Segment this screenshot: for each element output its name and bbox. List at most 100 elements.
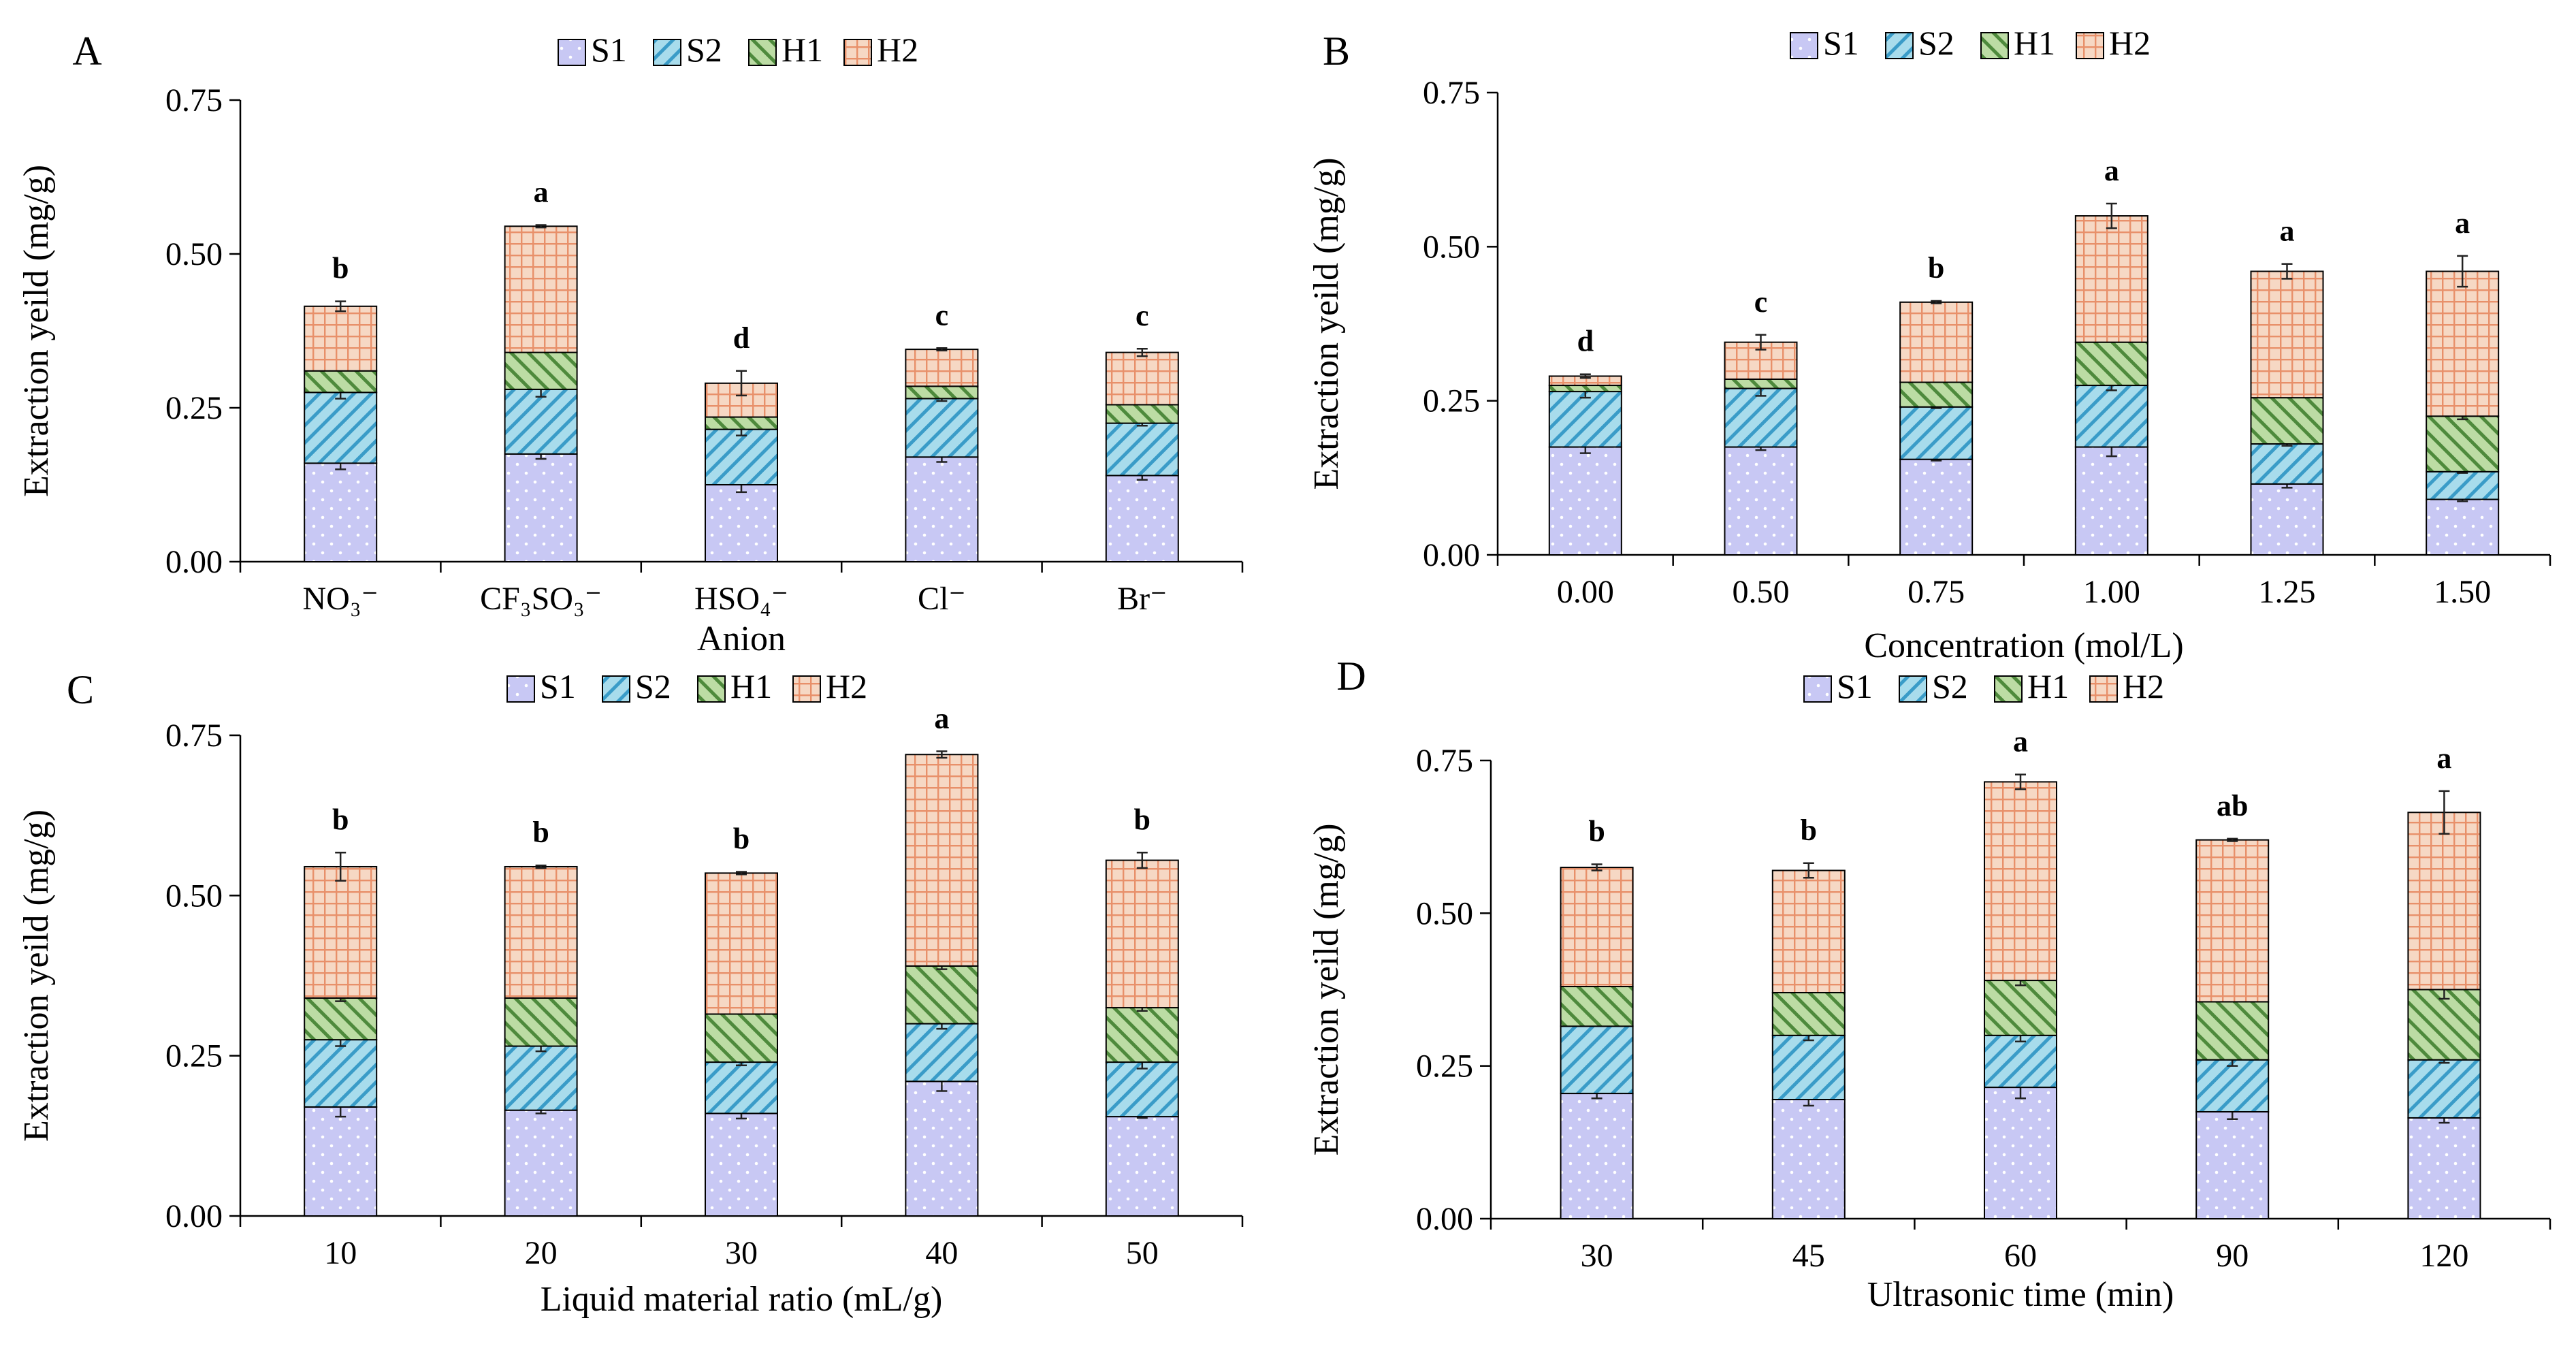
bar-segment-h2	[2195, 839, 2270, 1003]
bar-segment-s1	[1984, 1087, 2057, 1220]
bar-segment-h1	[905, 965, 979, 1025]
y-tick-label: 0.75	[1416, 743, 1473, 779]
legend-swatch-h2	[2089, 675, 2118, 703]
bar-segment-s2	[2195, 1059, 2270, 1112]
x-tick-label: 1.00	[2083, 574, 2140, 610]
bar-segment-s2	[1105, 422, 1179, 477]
significance-label: a	[2436, 741, 2451, 775]
y-tick-label: 0.00	[1416, 1201, 1473, 1237]
bar-segment-h1	[2195, 1001, 2270, 1061]
significance-label: b	[1928, 251, 1944, 285]
significance-label: a	[2104, 154, 2119, 187]
significance-label: b	[332, 252, 349, 285]
legend-swatch-s2	[1899, 675, 1927, 703]
bar-segment-h2	[504, 225, 578, 353]
panel-b: B S1 S2 H1 H2 0.00 0.25 0.50 0.75 d 0.00 c 0.50 b 0.75…	[1307, 24, 2551, 665]
x-tick-label: 120	[2419, 1238, 2468, 1274]
bar-segment-s2	[705, 1061, 778, 1115]
legend-label-h1: H1	[730, 667, 772, 705]
legend-swatch-s2	[653, 39, 681, 66]
bar-segment-h2	[905, 349, 979, 387]
bar-segment-s2	[1899, 406, 1974, 460]
x-tick-label: 1.50	[2434, 574, 2491, 610]
bar-segment-h1	[2074, 341, 2148, 387]
bar-segment-s1	[2250, 483, 2324, 556]
legend-label-h1: H1	[782, 31, 823, 69]
bar-segment-h1	[1771, 991, 1846, 1036]
bar-segment-s1	[1548, 446, 1622, 556]
x-tick-label: 45	[1792, 1238, 1825, 1274]
bar-segment-s2	[1105, 1061, 1179, 1118]
legend-swatch-h1	[1994, 675, 2023, 703]
bar-segment-s1	[1105, 475, 1179, 562]
bar-segment-h1	[2426, 415, 2500, 472]
bar-stack	[1899, 300, 1974, 556]
bar-stack	[1548, 373, 1622, 556]
x-axis-title: Ultrasonic time (min)	[1867, 1275, 2174, 1314]
x-tick-label: 10	[324, 1235, 357, 1271]
legend-label-h2: H2	[877, 31, 918, 69]
bar-segment-s2	[2250, 443, 2324, 485]
bar-stack	[1771, 862, 1846, 1220]
legend-label-h2: H2	[2109, 24, 2151, 62]
bar-stack	[2195, 837, 2270, 1220]
y-tick-label: 0.00	[1423, 537, 1480, 573]
bar-segment-h2	[1899, 301, 1974, 383]
bar-stack	[304, 852, 378, 1217]
bar-segment-h2	[705, 872, 778, 1015]
bar-segment-h1	[1560, 986, 1634, 1027]
significance-label: c	[1136, 299, 1149, 332]
legend-label-s2: S2	[1932, 667, 1968, 705]
significance-label: a	[2455, 206, 2470, 240]
legend: S1 S2 H1 H2	[1790, 24, 2151, 62]
legend-swatch-h1	[748, 39, 777, 66]
x-tick-label: NO₃⁻	[302, 581, 378, 617]
bar-segment-s1	[304, 1106, 378, 1217]
x-tick-label: 0.00	[1557, 574, 1614, 610]
y-axis-title: Extraction yeild (mg/g)	[1307, 157, 1346, 490]
significance-label: b	[1588, 815, 1605, 848]
bar-stack	[1984, 773, 2057, 1220]
x-axis-title: Liquid material ratio (mL/g)	[541, 1280, 943, 1319]
bar-segment-s1	[504, 1109, 578, 1217]
y-tick-label: 0.25	[165, 1038, 223, 1074]
significance-label: b	[332, 803, 349, 836]
y-tick-label: 0.50	[165, 236, 223, 272]
bar-segment-h2	[2250, 270, 2324, 399]
bar-segment-h2	[905, 754, 979, 967]
x-tick-label: Br⁻	[1117, 581, 1167, 617]
x-tick-label: 1.25	[2259, 574, 2316, 610]
significance-label: a	[2013, 725, 2028, 758]
panel-d: D S1 S2 H1 H2 0.00 0.25 0.50 0.75 b 30 b 45 a 60 ab 90 a 1…	[1307, 654, 2551, 1314]
panel-a: A S1 S2 H1 H2 0.00 0.25 0.50 0.75 b NO₃⁻ a CF₃SO₃⁻ d H…	[17, 29, 1244, 658]
significance-label: b	[733, 822, 750, 856]
legend-swatch-s1	[1790, 32, 1818, 59]
bar-segment-h1	[504, 351, 578, 390]
bar-segment-h1	[1105, 1007, 1179, 1063]
x-tick-label: 30	[725, 1235, 758, 1271]
legend: S1 S2 H1 H2	[1803, 667, 2164, 705]
bar-segment-s2	[1984, 1034, 2057, 1089]
bar-segment-h2	[304, 305, 378, 372]
significance-label: b	[1134, 803, 1150, 836]
bar-segment-s1	[2074, 446, 2148, 556]
bar-segment-s1	[905, 1080, 979, 1217]
legend: S1 S2 H1 H2	[558, 31, 918, 69]
y-tick-label: 0.50	[1423, 229, 1480, 265]
legend-label-h1: H1	[2014, 24, 2055, 62]
x-tick-label: 60	[2004, 1238, 2037, 1274]
bar-stack	[705, 871, 778, 1217]
bar-segment-h1	[705, 1013, 778, 1063]
y-tick-label: 0.75	[165, 718, 223, 754]
bar-segment-s2	[2074, 385, 2148, 448]
bar-segment-s1	[304, 462, 378, 562]
bar-segment-h1	[2407, 989, 2481, 1061]
bar-segment-h1	[905, 385, 979, 400]
bar-segment-h2	[2074, 215, 2148, 343]
significance-label: c	[1754, 285, 1768, 319]
bar-stack	[705, 370, 778, 562]
significance-label: d	[733, 321, 750, 355]
panel-letter: B	[1323, 29, 1350, 74]
bar-stack	[905, 347, 979, 562]
y-tick-label: 0.00	[165, 1198, 223, 1234]
